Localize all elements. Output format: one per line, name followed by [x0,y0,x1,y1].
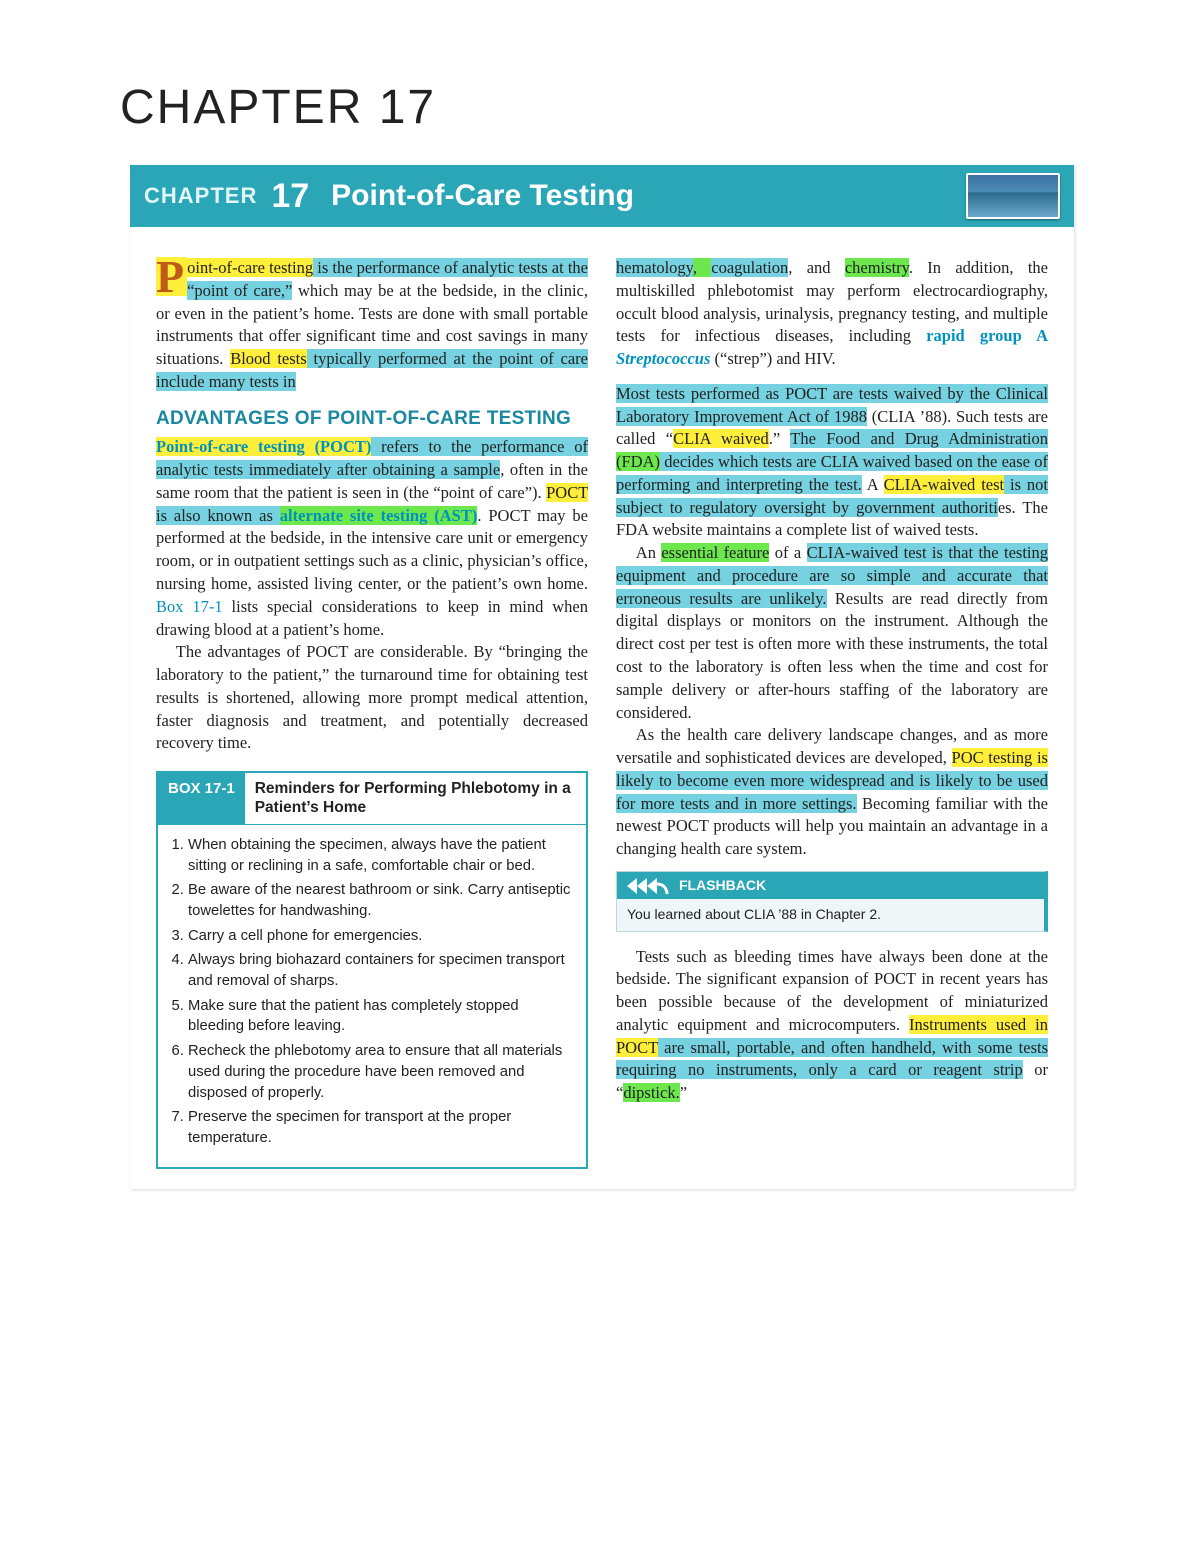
instruments-paragraph: Tests such as bleeding times have always… [616,946,1048,1105]
advantages-paragraph-1: Point-of-care testing (POCT) refers to t… [156,436,588,641]
chapter-label: CHAPTER [144,183,257,209]
essential-feature-paragraph: An essential feature of a CLIA-waived te… [616,542,1048,724]
text: A [862,475,884,494]
box-items: When obtaining the specimen, always have… [158,824,586,1167]
text: .” [769,429,791,448]
flashback-body: You learned about CLIA ’88 in Chapter 2. [617,899,1044,930]
banner-thumbnail-icon [966,173,1060,219]
hl: Point-of-care testing [187,258,313,277]
hl: , [693,258,711,277]
box-title: Reminders for Performing Phlebotomy in a… [245,773,586,824]
flashback-rewind-icon [627,878,671,894]
box-17-1: BOX 17-1 Reminders for Performing Phlebo… [156,771,588,1169]
hl: coagulation [711,258,788,277]
hl: POC testing is [952,748,1048,767]
clia-paragraph: Most tests performed as POCT are tests w… [616,383,1048,542]
text: Streptococcus [616,349,710,368]
box-header: BOX 17-1 Reminders for Performing Phlebo… [158,773,586,824]
text: ” [680,1083,687,1102]
page: CHAPTER 17 CHAPTER 17 Point-of-Care Test… [0,0,1200,1553]
section-heading: ADVANTAGES OF POINT-OF-CARE TESTING [156,408,588,431]
text: Results are read directly from digital d… [616,589,1048,722]
box-item: Carry a cell phone for emergencies. [188,926,572,947]
hl: POCT [546,483,588,502]
hl: is also known as [156,506,280,525]
hl: chemistry [845,258,909,277]
chapter-title: Point-of-Care Testing [323,179,952,213]
text: An [636,543,662,562]
chapter-number: 17 [271,177,309,216]
intro-paragraph-right: hematology, coagulation, and chemistry. … [616,257,1048,371]
text: hematology [616,258,693,277]
box-item: Always bring biohazard containers for sp… [188,950,572,991]
box-item: Make sure that the patient has completel… [188,996,572,1037]
hl: (FDA) [616,452,660,471]
hl: hematology [616,258,693,277]
hl: CLIA waived [673,429,769,448]
box-item: Preserve the specimen for transport at t… [188,1107,572,1148]
landscape-paragraph: As the health care delivery landscape ch… [616,724,1048,861]
intro-paragraph-left: Point-of-care testing is the performance… [156,257,588,394]
page-title: CHAPTER 17 [120,80,1200,135]
text: rapid group A [926,326,1048,345]
flashback-title: FLASHBACK [679,876,766,895]
term: Point-of-care testing (POCT) [156,437,371,456]
hl: Blood tests [230,349,306,368]
body-columns: Point-of-care testing is the performance… [130,227,1074,1189]
hl: CLIA-waived test [884,475,1004,494]
text: (“strep”) and HIV. [710,349,835,368]
box-item: Be aware of the nearest bathroom or sink… [188,880,572,921]
box-tag: BOX 17-1 [158,773,245,824]
term: alternate site testing (AST) [280,506,478,525]
text: of a [769,543,806,562]
box-item: When obtaining the specimen, always have… [188,835,572,876]
textbook-scan: CHAPTER 17 Point-of-Care Testing Point-o… [130,165,1074,1189]
box-item: Recheck the phlebotomy area to ensure th… [188,1041,572,1103]
hl: dipstick. [623,1083,679,1102]
chapter-banner: CHAPTER 17 Point-of-Care Testing [130,165,1074,227]
box-reference-link: Box 17-1 [156,597,223,616]
hl: essential feature [661,543,769,562]
hl: are small, portable, and often handheld [658,1038,932,1057]
hl: The Food and Drug Administration [790,429,1048,448]
flashback-box: FLASHBACK You learned about CLIA ’88 in … [616,871,1048,932]
advantages-paragraph-2: The advantages of POCT are considerable.… [156,641,588,755]
text: , and [788,258,845,277]
flashback-header: FLASHBACK [617,872,1044,899]
